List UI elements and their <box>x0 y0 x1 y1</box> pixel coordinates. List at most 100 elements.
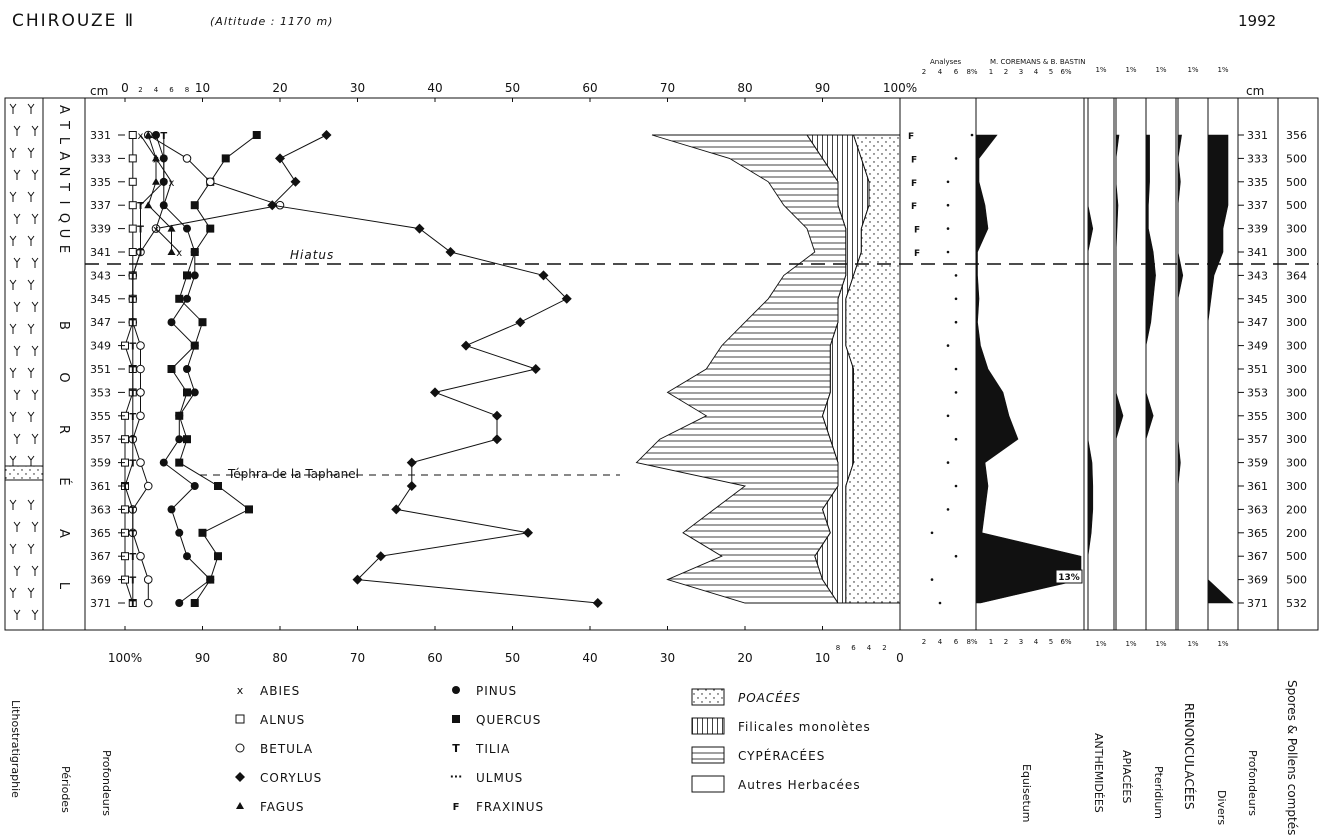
lithology-symbol <box>9 543 17 554</box>
pinus-marker <box>175 528 184 537</box>
ulmus-tick-bottom: 2 <box>922 638 926 646</box>
depth-label-left: 345 <box>90 293 111 306</box>
abies-marker: x <box>169 178 175 189</box>
pteridium-panel <box>1145 97 1177 631</box>
tilia-marker: T <box>129 599 136 610</box>
legend-label: ALNUS <box>260 713 305 727</box>
top-small-tick: 8 <box>185 86 189 94</box>
corylus-marker <box>391 504 402 515</box>
betula-marker <box>136 411 145 421</box>
pinus-marker <box>167 318 176 327</box>
count-label: 300 <box>1286 433 1307 446</box>
depth-label-left: 331 <box>90 129 111 142</box>
depth-label-right: 337 <box>1247 199 1268 212</box>
depth-label-right: 335 <box>1247 176 1268 189</box>
one-percent-bottom: 1% <box>1217 640 1228 648</box>
one-percent-top: 1% <box>1095 66 1106 74</box>
period-letter: E <box>56 245 71 254</box>
bottom-tick-label: 20 <box>737 651 752 665</box>
depth-label-left: 361 <box>90 480 111 493</box>
bottom-tick-label: 10 <box>815 651 830 665</box>
betula-marker <box>136 458 145 467</box>
bottom-tick-label: 90 <box>195 651 210 665</box>
legend: x ABIES ALNUS BETULA CORYLUS FAGUS PINUS QUERCU… <box>235 684 871 814</box>
tilia-curve <box>124 135 165 603</box>
lithology-symbol <box>31 609 39 620</box>
herb-curve <box>635 134 901 604</box>
bottom-small-tick: 4 <box>867 644 872 652</box>
top-tick-label: 90 <box>815 81 830 95</box>
renonculacees-panel <box>1177 97 1209 631</box>
equisetum-label: Equisetum <box>1020 764 1033 822</box>
ulmus-dot <box>946 414 950 418</box>
abies-marker: x <box>138 131 144 142</box>
tilia-marker: T <box>137 225 144 236</box>
depth-label-right: 355 <box>1247 410 1268 423</box>
corylus-marker <box>406 481 417 491</box>
one-percent-top: 1% <box>1187 66 1198 74</box>
tilia-marker: T <box>129 576 136 587</box>
one-percent-bottom: 1% <box>1095 640 1106 648</box>
legend-abies-symbol: x <box>237 684 244 697</box>
lithology-symbol <box>31 257 39 268</box>
tilia-marker: T <box>129 435 136 446</box>
period-letter: A <box>56 105 71 115</box>
alnus-marker <box>128 201 137 210</box>
corylus-marker <box>523 527 533 538</box>
lithology-symbol <box>9 411 17 422</box>
tilia-marker: T <box>160 154 167 165</box>
ulmus-dot <box>954 391 958 394</box>
depth-label-right: 333 <box>1247 152 1268 165</box>
anthemidees-silhouette <box>1087 135 1094 603</box>
lithology-symbol <box>13 521 21 532</box>
lithology-symbol <box>9 323 17 334</box>
abies-marker: x <box>176 248 182 259</box>
depth-unit-right: cm <box>1246 84 1264 98</box>
ulmus-dot <box>946 508 950 511</box>
equisetum-tick-bottom: 2 <box>1004 638 1008 646</box>
period-letter: O <box>56 372 71 383</box>
legend-label: ULMUS <box>476 771 523 785</box>
equisetum-tick-top: 1 <box>989 68 993 76</box>
corylus-marker <box>592 598 603 608</box>
betula-marker <box>136 551 145 561</box>
equisetum-silhouette <box>975 134 1082 604</box>
legend-herb-label: POACÉES <box>738 690 801 705</box>
ulmus-dot <box>938 601 942 605</box>
ulmus-dot <box>946 203 950 207</box>
legend-label: PINUS <box>476 684 517 698</box>
depth-label-left: 365 <box>90 527 111 540</box>
lithology-symbol <box>13 125 21 136</box>
lithology-symbol <box>27 367 35 378</box>
corylus-marker <box>275 153 285 164</box>
depth-label-left: 353 <box>90 386 111 399</box>
apiacees-silhouette <box>1115 134 1124 603</box>
legend-herb-label: CYPÉRACÉES <box>738 748 825 763</box>
period-letter: R <box>56 425 71 435</box>
depth-label-right: 365 <box>1247 527 1268 540</box>
ulmus-dot <box>946 180 950 184</box>
depth-label-left: 351 <box>90 363 111 376</box>
count-label: 500 <box>1286 574 1307 587</box>
one-percent-bottom: 1% <box>1125 640 1136 648</box>
tilia-marker: T <box>129 505 136 516</box>
tilia-marker: T <box>122 482 129 493</box>
count-label: 300 <box>1286 316 1307 329</box>
tilia-marker: T <box>129 529 136 540</box>
quercus-marker <box>183 388 191 397</box>
lithology-symbol <box>31 389 39 400</box>
count-label: 500 <box>1286 152 1307 165</box>
legend-herb-label: Filicales monolètes <box>738 720 871 734</box>
lithology-symbol <box>13 169 21 180</box>
depth-label-right: 353 <box>1247 386 1268 399</box>
equisetum-tick-top: 5 <box>1049 68 1053 76</box>
one-percent-top: 1% <box>1217 66 1228 74</box>
pinus-marker <box>159 458 168 467</box>
depth-label-left: 337 <box>90 199 111 212</box>
legend-fraxinus-symbol: F <box>453 802 460 813</box>
fagus-marker <box>167 248 176 255</box>
renonculacees-silhouette <box>1177 134 1184 603</box>
lithology-symbol <box>9 103 17 114</box>
